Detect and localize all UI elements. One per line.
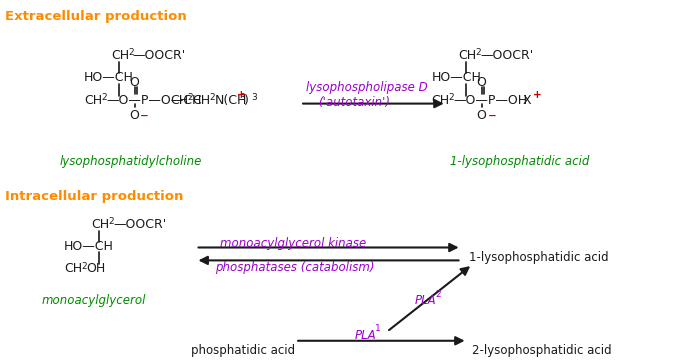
Text: phosphatases (catabolism): phosphatases (catabolism) — [215, 261, 375, 274]
Text: CH: CH — [193, 94, 210, 107]
Text: —O—P—OH: —O—P—OH — [454, 94, 528, 107]
Text: 3: 3 — [251, 93, 257, 102]
Text: PLA: PLA — [415, 294, 437, 307]
Text: —OOCR': —OOCR' — [480, 49, 534, 62]
Text: −: − — [488, 111, 496, 121]
Text: 2: 2 — [475, 49, 481, 57]
Text: Extracellular production: Extracellular production — [5, 10, 187, 23]
Text: 2: 2 — [449, 93, 454, 102]
Text: 2-lysophosphatidic acid: 2-lysophosphatidic acid — [473, 344, 612, 357]
Text: 2: 2 — [210, 93, 215, 102]
Text: —O—P—O—CH: —O—P—O—CH — [106, 94, 202, 107]
Text: PLA: PLA — [355, 329, 377, 342]
Text: 1-lysophosphatidic acid: 1-lysophosphatidic acid — [469, 252, 609, 265]
Text: +: + — [236, 90, 245, 100]
Text: 2: 2 — [81, 262, 86, 271]
Text: HO—CH: HO—CH — [64, 240, 114, 253]
Text: 1: 1 — [375, 325, 381, 333]
Text: CH: CH — [458, 49, 477, 62]
Text: 2: 2 — [128, 49, 133, 57]
Text: 2: 2 — [188, 93, 193, 102]
Text: −: − — [140, 111, 148, 121]
Text: HO—CH: HO—CH — [84, 71, 134, 84]
Text: O: O — [477, 76, 486, 89]
Text: X: X — [522, 94, 531, 107]
Text: 2: 2 — [101, 93, 107, 102]
Text: O: O — [129, 76, 139, 89]
Text: CH: CH — [91, 218, 109, 231]
Text: OH: OH — [86, 262, 106, 276]
Text: —OOCR': —OOCR' — [133, 49, 186, 62]
Text: monoacylglycerol kinase: monoacylglycerol kinase — [221, 237, 367, 250]
Text: monoacylglycerol: monoacylglycerol — [42, 294, 146, 307]
Text: —OOCR': —OOCR' — [113, 218, 166, 231]
Text: CH: CH — [64, 262, 82, 276]
Text: CH: CH — [171, 94, 189, 107]
Text: 2: 2 — [108, 217, 114, 226]
Text: O: O — [477, 109, 486, 122]
Text: CH: CH — [111, 49, 129, 62]
Text: +: + — [533, 90, 542, 100]
Text: N(CH: N(CH — [215, 94, 247, 107]
Text: ): ) — [244, 94, 249, 107]
Text: O: O — [129, 109, 139, 122]
Text: phosphatidic acid: phosphatidic acid — [191, 344, 295, 357]
Text: 2: 2 — [436, 290, 441, 299]
Text: CH: CH — [84, 94, 102, 107]
Text: Intracellular production: Intracellular production — [5, 190, 184, 203]
Text: lysophosphatidylcholine: lysophosphatidylcholine — [59, 155, 202, 168]
Text: HO—CH: HO—CH — [432, 71, 481, 84]
Text: 1-lysophosphatidic acid: 1-lysophosphatidic acid — [449, 155, 589, 168]
Text: lysophospholipase D: lysophospholipase D — [306, 81, 428, 94]
Text: 3: 3 — [240, 93, 245, 102]
Text: CH: CH — [432, 94, 449, 107]
Text: ('autotaxin'): ('autotaxin') — [318, 96, 390, 109]
